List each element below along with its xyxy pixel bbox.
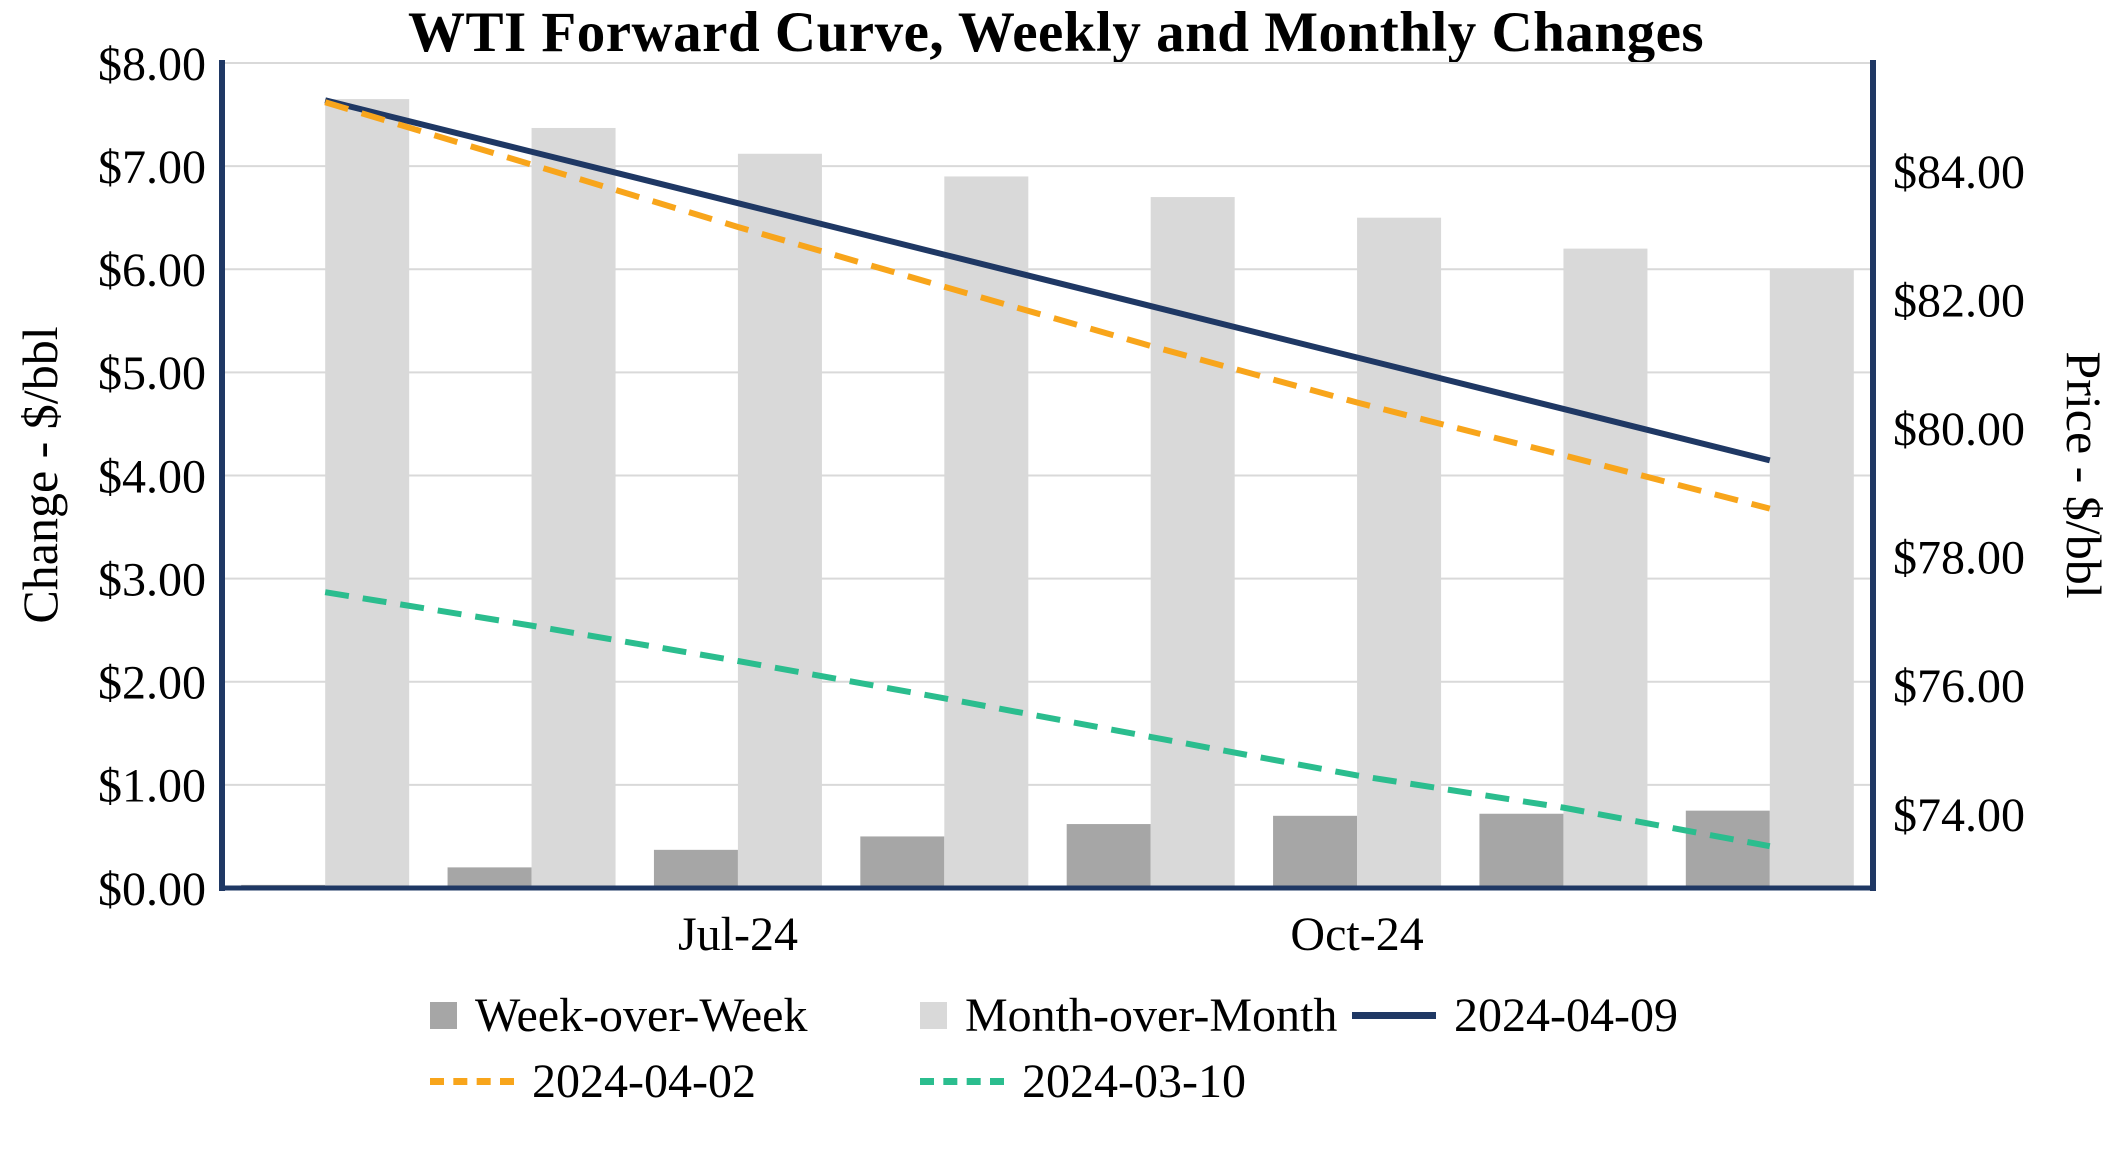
bar-month-over-month <box>531 127 616 888</box>
legend-label: Month-over-Month <box>965 988 1338 1042</box>
left-axis-tick-label: $1.00 <box>98 760 206 813</box>
bar-month-over-month <box>1563 248 1648 888</box>
legend-swatch-line <box>430 1077 514 1085</box>
bar-week-over-week <box>1066 824 1151 888</box>
left-axis-tick-label: $8.00 <box>98 38 206 91</box>
line-2024-04-09 <box>324 97 1771 464</box>
legend-row: 2024-04-02 2024-03-10 <box>430 1048 2112 1114</box>
legend: Week-over-Week Month-over-Month 2024-04-09… <box>0 982 2112 1114</box>
left-axis-tick-label: $3.00 <box>98 553 206 606</box>
legend-swatch-line <box>1352 1011 1436 1019</box>
bar-month-over-month <box>1150 197 1235 888</box>
bar-month-over-month <box>737 153 822 888</box>
left-axis-tick-label: $7.00 <box>98 141 206 194</box>
left-axis-tick-label: $5.00 <box>98 347 206 400</box>
right-axis-tick-label: $74.00 <box>1893 789 2025 842</box>
right-axis-tick-label: $78.00 <box>1893 532 2025 585</box>
bar-month-over-month <box>1769 269 1854 888</box>
legend-label: 2024-04-09 <box>1454 988 1678 1042</box>
right-axis-tick-label: $80.00 <box>1893 403 2025 456</box>
legend-item-2024-03-10: 2024-03-10 <box>920 1054 1352 1109</box>
x-axis-tick-label: Jul-24 <box>678 908 798 961</box>
bar-month-over-month <box>325 99 410 888</box>
legend-label: 2024-04-02 <box>532 1054 756 1108</box>
bar-week-over-week <box>860 836 945 888</box>
line-2024-04-02 <box>324 99 1771 512</box>
bar-week-over-week <box>653 849 738 888</box>
bar-month-over-month <box>1357 217 1442 888</box>
bar-week-over-week <box>1685 810 1770 888</box>
left-axis-tick-label: $4.00 <box>98 450 206 503</box>
legend-swatch-square <box>430 1001 457 1029</box>
left-axis-tick-label: $6.00 <box>98 244 206 297</box>
legend-label: Week-over-Week <box>475 988 808 1042</box>
right-axis-tick-label: $76.00 <box>1893 660 2025 713</box>
legend-item-2024-04-09: 2024-04-09 <box>1352 988 2112 1043</box>
right-axis-tick-label: $82.00 <box>1893 274 2025 327</box>
legend-item-month-over-month: Month-over-Month <box>920 988 1352 1043</box>
bar-month-over-month <box>944 176 1029 888</box>
line-2024-03-10 <box>324 589 1771 850</box>
legend-label: 2024-03-10 <box>1022 1054 1246 1108</box>
legend-item-week-over-week: Week-over-Week <box>430 988 920 1043</box>
bar-week-over-week <box>1479 813 1564 888</box>
left-axis-tick-label: $0.00 <box>98 863 206 916</box>
legend-swatch-square <box>920 1001 947 1029</box>
right-axis-tick-label: $84.00 <box>1893 146 2025 199</box>
bar-week-over-week <box>1273 815 1358 888</box>
bar-week-over-week <box>447 867 532 888</box>
x-axis-tick-label: Oct-24 <box>1290 908 1423 961</box>
legend-row: Week-over-Week Month-over-Month 2024-04-09 <box>430 982 2112 1048</box>
left-axis-tick-label: $2.00 <box>98 657 206 710</box>
chart-title: WTI Forward Curve, Weekly and Monthly Ch… <box>407 1 1705 64</box>
legend-swatch-line <box>920 1077 1004 1085</box>
legend-item-2024-04-02: 2024-04-02 <box>430 1054 920 1109</box>
